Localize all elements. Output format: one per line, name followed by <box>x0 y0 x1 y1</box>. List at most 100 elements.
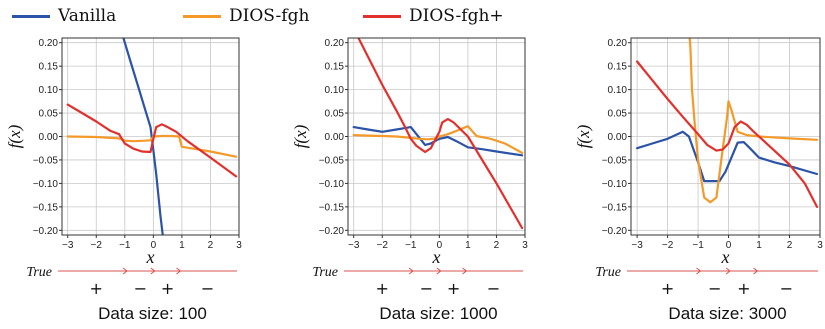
true-axis-sign: + <box>447 279 460 298</box>
true-axis-arrow <box>725 267 731 275</box>
y-tick-label: −0.20 <box>319 226 345 237</box>
chart-caption: Data size: 100 <box>98 304 207 323</box>
y-tick-label: 0.10 <box>39 85 59 96</box>
y-tick-label: 0.15 <box>39 62 59 73</box>
y-axis-label: f(x) <box>291 124 310 148</box>
x-tick-label: −3 <box>631 240 643 251</box>
y-tick-label: 0.15 <box>325 62 345 73</box>
x-axis-label: x <box>432 247 441 267</box>
y-tick-label: −0.05 <box>319 155 345 166</box>
y-tick-label: 0.05 <box>608 109 628 120</box>
x-tick-label: 2 <box>787 240 793 251</box>
true-axis-sign: − <box>487 279 500 298</box>
legend-label-dios-fgh: DIOS-fgh <box>229 6 310 26</box>
x-axis-label: x <box>721 247 730 267</box>
x-tick-label: 3 <box>522 240 528 251</box>
true-axis-sign: − <box>420 279 433 298</box>
true-axis-arrow <box>122 267 128 275</box>
true-axis-arrow <box>436 267 442 275</box>
x-tick-label: −3 <box>348 240 360 251</box>
legend-swatch-vanilla <box>12 14 50 18</box>
x-tick-label: 1 <box>179 240 185 251</box>
y-tick-label: 0.20 <box>608 38 628 49</box>
y-tick-label: 0.20 <box>325 38 345 49</box>
y-tick-label: −0.15 <box>33 202 59 213</box>
x-axis-label: x <box>146 247 155 267</box>
legend-item-vanilla: Vanilla <box>12 3 116 29</box>
x-tick-label: 0 <box>437 240 443 251</box>
true-axis-sign: − <box>201 279 214 298</box>
true-axis-arrow <box>176 267 182 275</box>
x-tick-label: −1 <box>119 240 131 251</box>
y-tick-label: 0.05 <box>39 109 59 120</box>
x-tick-label: 2 <box>208 240 214 251</box>
chart-panel-1: −3 −2 −1 0 1 2 3 0.20 0.15 0.10 0.05 0.00 −0.05 −0.10… <box>5 37 242 323</box>
y-tick-label: −0.15 <box>602 202 628 213</box>
legend-item-dios-fgh-plus: DIOS-fgh+ <box>363 3 504 29</box>
true-axis-sign: − <box>780 279 793 298</box>
true-axis-sign: − <box>708 279 721 298</box>
y-tick-label: −0.10 <box>33 179 59 190</box>
true-axis-arrow <box>753 267 759 275</box>
series-line-dios-fgh-plus <box>66 103 238 178</box>
y-tick-label: 0.10 <box>325 85 345 96</box>
x-tick-label: −1 <box>405 240 417 251</box>
y-tick-label: 0.00 <box>39 132 59 143</box>
chart-caption: Data size: 3000 <box>668 304 786 323</box>
true-axis-label: True <box>595 265 621 280</box>
chart-panel-2: −3 −2 −1 0 1 2 3 0.20 0.15 0.10 0.05 0.00 −0.05 −0.10… <box>291 37 528 323</box>
x-tick-label: 2 <box>494 240 500 251</box>
y-tick-label: 0.05 <box>325 109 345 120</box>
y-tick-label: 0.15 <box>608 62 628 73</box>
chart-caption: Data size: 1000 <box>379 304 497 323</box>
x-tick-label: −2 <box>91 240 103 251</box>
true-axis-arrow <box>408 267 414 275</box>
x-tick-label: 0 <box>151 240 157 251</box>
legend-label-dios-fgh-plus: DIOS-fgh+ <box>409 6 504 26</box>
y-tick-label: −0.20 <box>602 226 628 237</box>
y-tick-label: 0.20 <box>39 38 59 49</box>
x-tick-label: −2 <box>662 240 674 251</box>
x-tick-label: −2 <box>377 240 389 251</box>
x-tick-label: 1 <box>756 240 762 251</box>
y-tick-label: −0.10 <box>319 179 345 190</box>
y-tick-label: −0.15 <box>319 202 345 213</box>
series-line-dios-fgh <box>352 125 524 154</box>
legend-swatch-dios-fgh-plus <box>363 14 401 18</box>
chart-panel-3: −3 −2 −1 0 1 2 3 0.20 0.15 0.10 0.05 0.00 −0.05 −0.10… <box>574 37 823 323</box>
true-axis-sign: + <box>737 279 750 298</box>
true-axis-arrow <box>696 267 702 275</box>
true-axis-arrow <box>150 267 156 275</box>
y-axis-label: f(x) <box>574 124 593 148</box>
legend-swatch-dios-fgh <box>183 14 221 18</box>
legend-label-vanilla: Vanilla <box>58 6 117 26</box>
x-tick-label: −3 <box>62 240 74 251</box>
x-tick-label: −1 <box>692 240 704 251</box>
legend: Vanilla DIOS-fgh DIOS-fgh+ <box>0 0 825 32</box>
series-line-dios-fgh-plus <box>635 60 819 208</box>
true-axis-sign: + <box>376 279 389 298</box>
x-tick-label: 0 <box>726 240 732 251</box>
y-tick-label: −0.10 <box>602 179 628 190</box>
true-axis-sign: + <box>161 279 174 298</box>
true-axis-sign: + <box>90 279 103 298</box>
x-tick-label: 3 <box>236 240 242 251</box>
y-tick-label: −0.05 <box>33 155 59 166</box>
x-tick-label: 1 <box>465 240 471 251</box>
legend-item-dios-fgh: DIOS-fgh <box>183 3 309 29</box>
series-line-vanilla <box>635 130 819 183</box>
y-tick-label: 0.10 <box>608 85 628 96</box>
series-line-dios-fgh-plus <box>357 38 524 230</box>
true-axis-sign: + <box>661 279 674 298</box>
true-axis-label: True <box>26 265 52 280</box>
true-axis-sign: − <box>134 279 147 298</box>
series-line-vanilla <box>122 38 164 235</box>
x-tick-label: 3 <box>817 240 823 251</box>
y-tick-label: 0.00 <box>325 132 345 143</box>
y-tick-label: 0.00 <box>608 132 628 143</box>
y-tick-label: −0.05 <box>602 155 628 166</box>
true-axis-arrow <box>462 267 468 275</box>
true-axis-label: True <box>312 265 338 280</box>
y-axis-label: f(x) <box>5 124 24 148</box>
